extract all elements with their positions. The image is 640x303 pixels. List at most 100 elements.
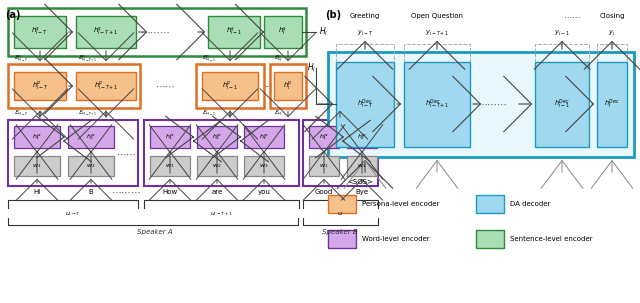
Text: <SOS>: <SOS> (347, 179, 373, 185)
Text: $h^w_1$: $h^w_1$ (165, 132, 175, 142)
Bar (14, 16, 66, 48)
Text: $\mathcal{E}_{u_{i-T}}$: $\mathcal{E}_{u_{i-T}}$ (14, 108, 28, 118)
Text: $h^w_2$: $h^w_2$ (357, 132, 367, 142)
Bar (274, 72, 302, 100)
Text: $h^s_{i-1}$: $h^s_{i-1}$ (226, 26, 242, 38)
Bar (328, 230, 356, 248)
Text: $h^{Dec}_{i-T}$: $h^{Dec}_{i-T}$ (357, 98, 373, 111)
Bar (14, 126, 60, 148)
Bar (347, 126, 377, 148)
Text: $\mathcal{E}_{u_i}$: $\mathcal{E}_{u_i}$ (274, 108, 283, 118)
Text: $h^{Dec}_i$: $h^{Dec}_i$ (604, 98, 620, 111)
Text: $y_{i-T+1}$: $y_{i-T+1}$ (425, 28, 449, 38)
Text: Sentence-level encoder: Sentence-level encoder (510, 236, 593, 242)
Text: $w_2$: $w_2$ (86, 162, 96, 170)
Bar (303, 120, 378, 186)
Bar (535, 62, 589, 147)
Text: B: B (88, 189, 93, 195)
Text: $u_i$: $u_i$ (337, 210, 344, 218)
Text: $h^{Dec}_{i-1}$: $h^{Dec}_{i-1}$ (554, 98, 570, 111)
Text: $w_3$: $w_3$ (259, 162, 269, 170)
Bar (150, 126, 190, 148)
Bar (8, 8, 306, 56)
Text: $\cdots\cdots\cdots$: $\cdots\cdots\cdots$ (477, 99, 507, 109)
Text: $H_i$: $H_i$ (307, 62, 316, 74)
Text: $w_2$: $w_2$ (212, 162, 221, 170)
Bar (244, 126, 284, 148)
Text: Word-level encoder: Word-level encoder (362, 236, 429, 242)
Text: $w_1$: $w_1$ (319, 162, 329, 170)
Bar (144, 120, 299, 186)
Bar (150, 156, 190, 176)
Text: $\mathcal{E}^p_{u_{i-1}}$: $\mathcal{E}^p_{u_{i-1}}$ (202, 54, 216, 64)
Text: $h^w_1$: $h^w_1$ (32, 132, 42, 142)
Text: $\mathcal{E}^p_{u_{i-T}}$: $\mathcal{E}^p_{u_{i-T}}$ (14, 54, 28, 64)
Text: $\cdots\cdots$: $\cdots\cdots$ (116, 149, 136, 159)
Text: $h^w_2$: $h^w_2$ (212, 132, 222, 142)
Text: Open Question: Open Question (411, 13, 463, 19)
Bar (347, 156, 377, 176)
Bar (309, 126, 339, 148)
Text: Persona-level encoder: Persona-level encoder (362, 201, 440, 207)
Bar (197, 126, 237, 148)
Text: $\mathcal{E}_{u_{i-T+1}}$: $\mathcal{E}_{u_{i-T+1}}$ (78, 108, 97, 118)
Text: How: How (163, 189, 178, 195)
Text: $\mathcal{E}^p_{u_i}$: $\mathcal{E}^p_{u_i}$ (274, 54, 283, 64)
Text: $\cdots\cdots$: $\cdots\cdots$ (155, 81, 175, 91)
Text: Bye: Bye (355, 189, 369, 195)
Text: $w_1$: $w_1$ (165, 162, 175, 170)
Bar (597, 62, 627, 147)
Bar (264, 16, 302, 48)
Text: $\cdots\cdots\cdots$: $\cdots\cdots\cdots$ (140, 27, 170, 37)
Bar (76, 16, 136, 48)
Text: $\cdots\cdots\cdots$: $\cdots\cdots\cdots$ (111, 187, 141, 197)
Bar (14, 156, 60, 176)
Text: $\mathcal{E}^p_{u_{i-T+1}}$: $\mathcal{E}^p_{u_{i-T+1}}$ (78, 54, 97, 64)
Text: $u_{i-T+1}$: $u_{i-T+1}$ (210, 210, 233, 218)
Bar (404, 62, 470, 147)
Bar (8, 64, 140, 108)
Bar (270, 64, 306, 108)
Text: $h^s_i$: $h^s_i$ (278, 26, 287, 38)
Text: $h^p_{i-T+1}$: $h^p_{i-T+1}$ (94, 80, 118, 92)
Text: $h^s_{i-T+1}$: $h^s_{i-T+1}$ (93, 26, 119, 38)
Text: $h^w_3$: $h^w_3$ (259, 132, 269, 142)
Text: $y_i$: $y_i$ (609, 28, 616, 38)
Bar (476, 195, 504, 213)
Text: $w_1$: $w_1$ (32, 162, 42, 170)
Text: $\mathcal{E}_{u_{i-1}}$: $\mathcal{E}_{u_{i-1}}$ (202, 108, 216, 118)
Text: $w_2$: $w_2$ (357, 162, 367, 170)
Bar (14, 72, 66, 100)
Text: Greeting: Greeting (350, 13, 380, 19)
Text: you: you (257, 189, 271, 195)
Text: Closing: Closing (599, 13, 625, 19)
Bar (336, 62, 394, 147)
Text: (b): (b) (325, 10, 341, 20)
Text: $h^p_{i-T}$: $h^p_{i-T}$ (32, 80, 48, 92)
Text: $h^{Dec}_{i-T+1}$: $h^{Dec}_{i-T+1}$ (425, 98, 449, 111)
Text: Hi: Hi (33, 189, 40, 195)
Text: $y_{i-T}$: $y_{i-T}$ (357, 28, 373, 38)
Bar (76, 72, 136, 100)
Text: $u_{i-T}$: $u_{i-T}$ (65, 210, 81, 218)
Text: $h^p_i$: $h^p_i$ (284, 80, 292, 92)
Text: $h^p_{i-1}$: $h^p_{i-1}$ (222, 80, 238, 92)
Bar (197, 156, 237, 176)
Bar (476, 230, 504, 248)
Bar (8, 120, 138, 186)
Bar (202, 72, 258, 100)
Text: $h^s_{i-T}$: $h^s_{i-T}$ (31, 26, 49, 38)
Bar (68, 126, 114, 148)
Text: $H_i$: $H_i$ (319, 26, 328, 38)
Bar (244, 156, 284, 176)
Text: $h^w_2$: $h^w_2$ (86, 132, 96, 142)
Bar (208, 16, 260, 48)
Bar (68, 156, 114, 176)
Text: Good: Good (315, 189, 333, 195)
Text: are: are (211, 189, 223, 195)
Text: $y_{i-1}$: $y_{i-1}$ (554, 28, 570, 38)
Text: Speaker B: Speaker B (322, 229, 358, 235)
Bar (309, 156, 339, 176)
Text: (a): (a) (5, 10, 20, 20)
Bar (328, 52, 634, 157)
